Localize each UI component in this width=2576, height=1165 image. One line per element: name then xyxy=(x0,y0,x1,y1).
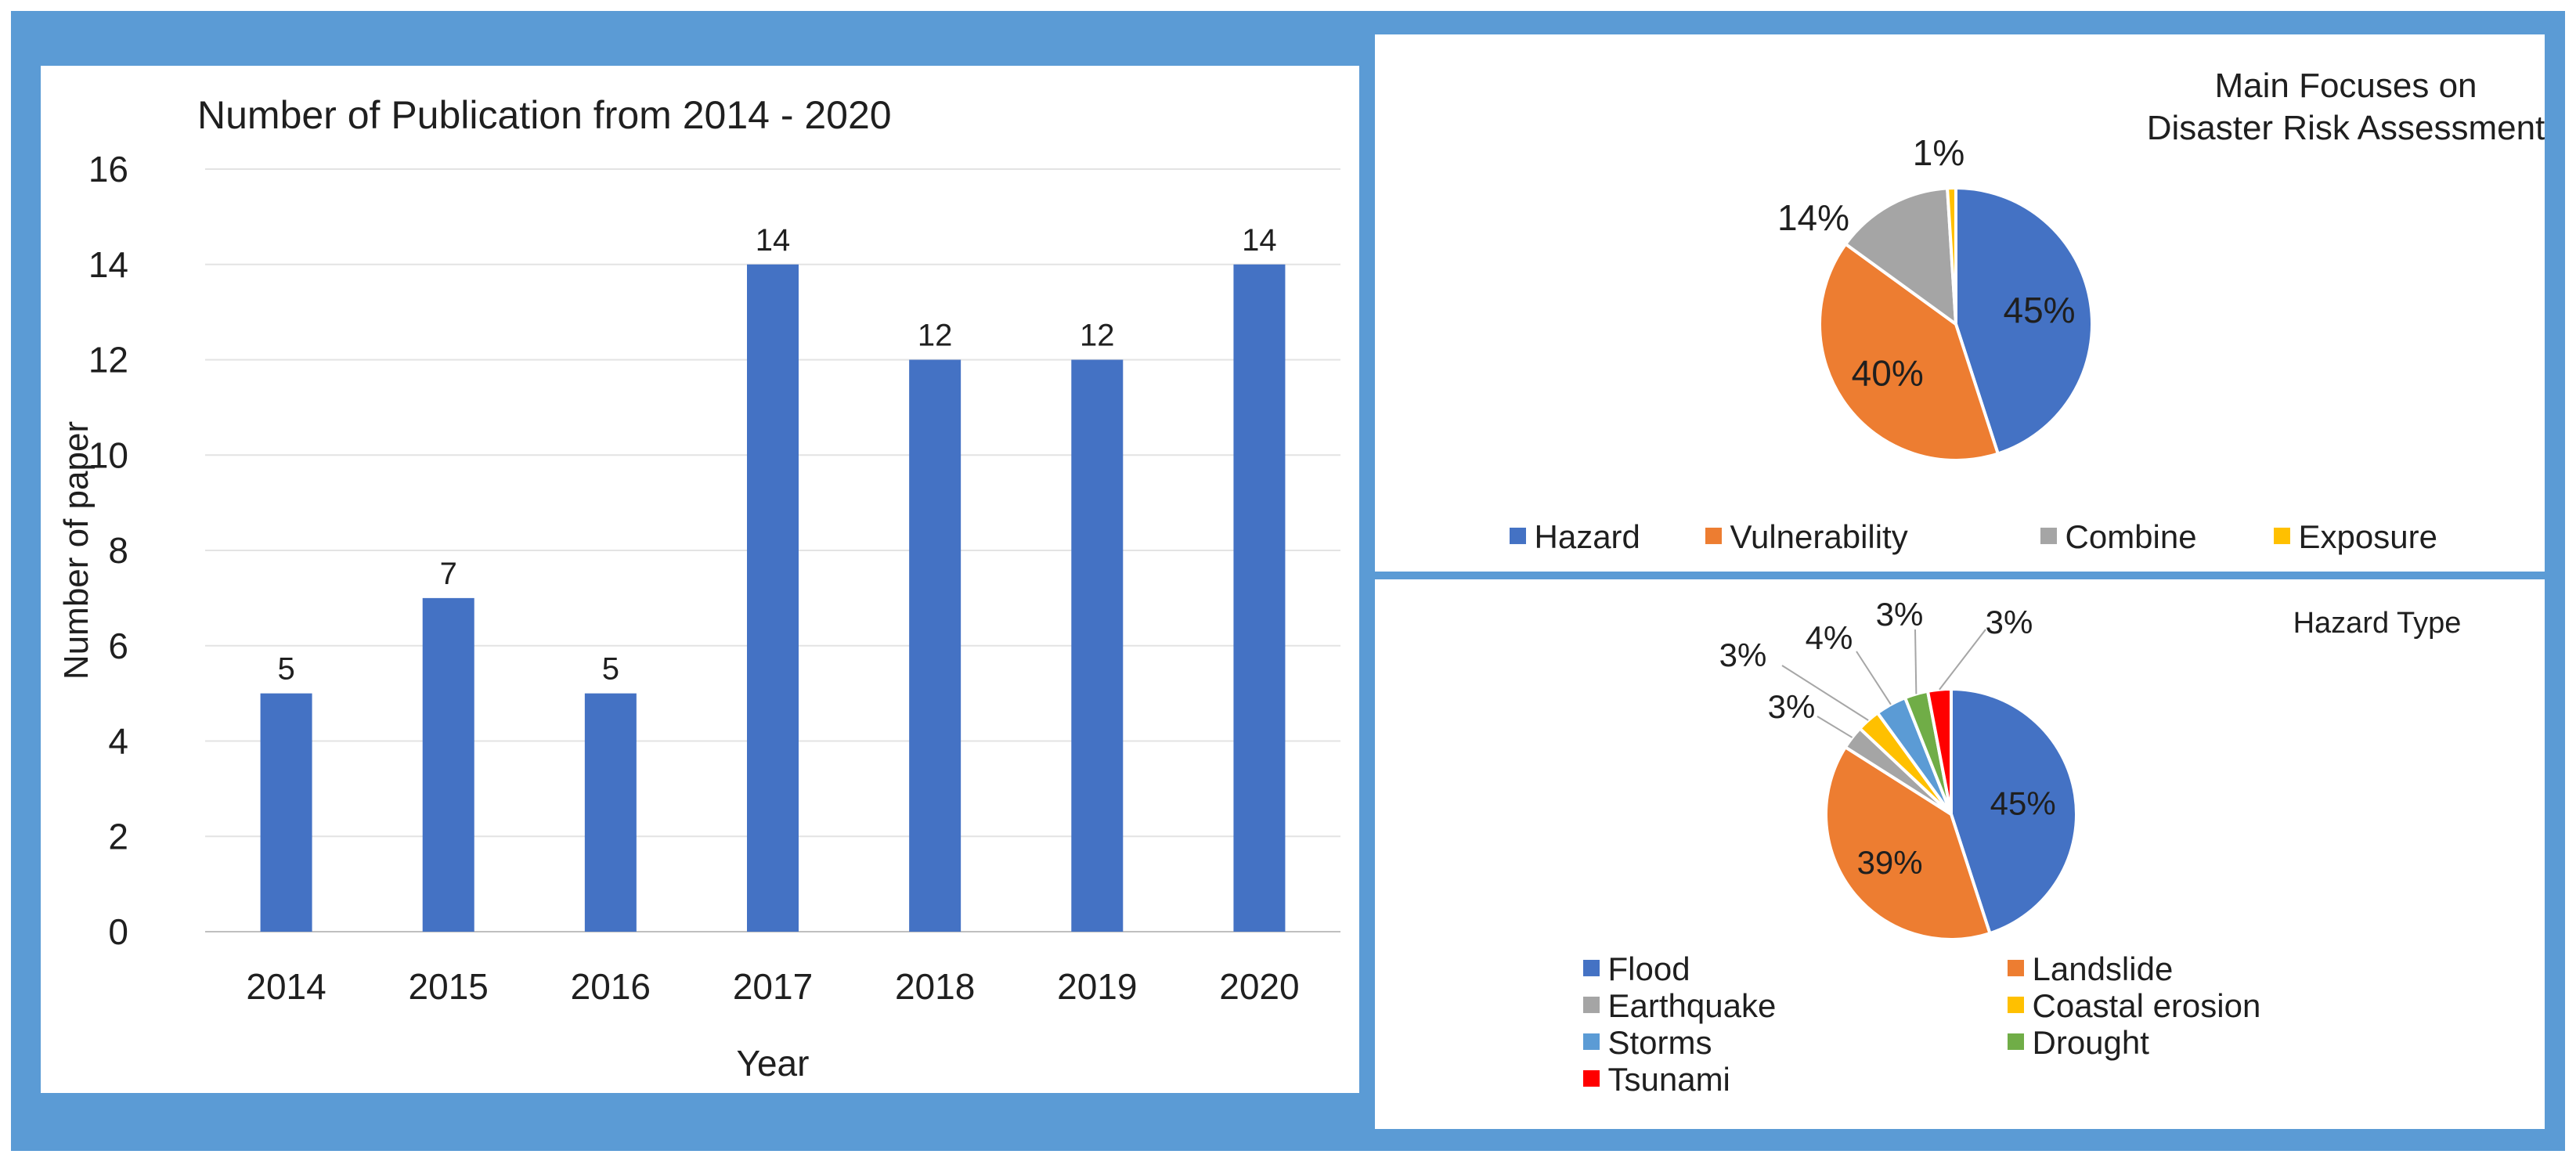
legend-swatch xyxy=(2008,959,2024,976)
bar-2020 xyxy=(1233,264,1286,932)
pie-slice-vulnerability xyxy=(1818,241,2001,462)
legend-swatch xyxy=(1583,959,1600,976)
y-axis-label: Number of paper xyxy=(57,421,96,680)
pie-data-label: 14% xyxy=(1777,197,1849,238)
leader-line xyxy=(1914,629,1918,694)
pie-title-line-1: Main Focuses on xyxy=(2214,67,2477,105)
pie-slice-hazard xyxy=(1954,186,2094,456)
hazard-pie-panel: Hazard Type 45% 39% 3% 3% 4% 3% 3% Flood Landslid… xyxy=(1375,579,2545,1129)
pie-slice-combine xyxy=(1843,186,1958,328)
y-tick-label: 8 xyxy=(108,530,128,571)
pie-data-label: 40% xyxy=(1852,352,1924,393)
bar-value-label: 12 xyxy=(1080,319,1115,353)
y-tick-label: 10 xyxy=(88,435,128,475)
pie-data-label: 45% xyxy=(1990,784,2056,821)
x-tick-label: 2014 xyxy=(246,966,326,1007)
pie-title: Hazard Type xyxy=(2293,607,2462,640)
legend-label: Storms xyxy=(1608,1024,1712,1061)
x-tick-label: 2020 xyxy=(1219,966,1299,1007)
legend-label: Vulnerability xyxy=(1730,518,1908,555)
chart-title: Number of Publication from 2014 - 2020 xyxy=(197,93,892,137)
bar-value-label: 7 xyxy=(440,557,457,591)
leader-line xyxy=(1939,629,1986,691)
legend-label: Exposure xyxy=(2299,518,2437,555)
pie-data-label: 45% xyxy=(2004,290,2076,330)
legend-label: Drought xyxy=(2033,1024,2150,1061)
y-tick-label: 2 xyxy=(108,816,128,857)
y-tick-label: 16 xyxy=(88,149,128,189)
bar-2019 xyxy=(1071,359,1124,932)
pie-slice-landslide xyxy=(1824,745,1992,941)
x-tick-label: 2016 xyxy=(571,966,651,1007)
x-tick-label: 2019 xyxy=(1057,966,1137,1007)
pie-slice-tsunami xyxy=(1925,687,1953,815)
legend-swatch xyxy=(1705,527,1722,544)
x-axis-label: Year xyxy=(737,1043,810,1084)
y-tick-label: 12 xyxy=(88,340,128,381)
y-tick-label: 14 xyxy=(88,244,128,285)
leader-line xyxy=(1817,716,1853,738)
legend-label: Hazard xyxy=(1535,518,1640,555)
pie-slice-flood xyxy=(1950,687,2078,936)
y-tick-label: 4 xyxy=(108,721,128,762)
pie-data-label: 4% xyxy=(1806,619,1853,656)
legend-label: Flood xyxy=(1608,950,1690,987)
y-tick-label: 0 xyxy=(108,911,128,952)
bar-chart-panel: Number of Publication from 2014 - 2020 0 2… xyxy=(41,66,1359,1093)
legend-label: Tsunami xyxy=(1608,1061,1730,1098)
legend-label: Earthquake xyxy=(1608,987,1777,1024)
leader-line xyxy=(1781,665,1869,721)
legend-label: Coastal erosion xyxy=(2033,987,2261,1024)
pie-data-label: 39% xyxy=(1857,844,1923,881)
focus-pie-chart: Main Focuses on Disaster Risk Assessment 4… xyxy=(1510,67,2545,555)
bar-2014 xyxy=(260,693,312,932)
legend-swatch xyxy=(2008,1033,2024,1050)
legend-label: Landslide xyxy=(2033,950,2174,987)
bar-chart: Number of Publication from 2014 - 2020 0 2… xyxy=(57,93,1340,1084)
y-tick-label: 6 xyxy=(108,626,128,666)
pie-data-label: 3% xyxy=(1986,604,2033,640)
bar-value-label: 5 xyxy=(277,652,294,687)
pie-data-label: 1% xyxy=(1913,132,1964,173)
pie-slice-exposure xyxy=(1945,186,1957,325)
focus-pie-panel: Main Focuses on Disaster Risk Assessment 4… xyxy=(1375,34,2545,572)
bar-value-label: 12 xyxy=(918,319,953,353)
bar-value-label: 14 xyxy=(1242,223,1277,258)
pie-data-label: 3% xyxy=(1719,637,1767,673)
pie-data-label: 3% xyxy=(1768,688,1816,725)
pie-title-line-2: Disaster Risk Assessment xyxy=(2147,109,2545,147)
legend-swatch xyxy=(1510,527,1526,544)
bar-value-label: 14 xyxy=(756,223,791,258)
legend-swatch xyxy=(1583,1033,1600,1050)
legend-swatch xyxy=(2040,527,2057,544)
bar-2018 xyxy=(909,359,961,932)
legend-swatch xyxy=(1583,1069,1600,1087)
x-tick-label: 2017 xyxy=(733,966,813,1007)
bar-2015 xyxy=(422,597,474,932)
leader-line xyxy=(1856,651,1892,705)
legend-label: Combine xyxy=(2065,518,2197,555)
x-tick-label: 2015 xyxy=(409,966,489,1007)
pie-data-label: 3% xyxy=(1876,596,1924,633)
legend-swatch xyxy=(1583,996,1600,1013)
legend-swatch xyxy=(2274,527,2290,544)
bar-value-label: 5 xyxy=(602,652,619,687)
legend-swatch xyxy=(2008,996,2024,1013)
bar-2017 xyxy=(747,264,799,932)
x-tick-label: 2018 xyxy=(895,966,975,1007)
bar-2016 xyxy=(584,693,637,932)
